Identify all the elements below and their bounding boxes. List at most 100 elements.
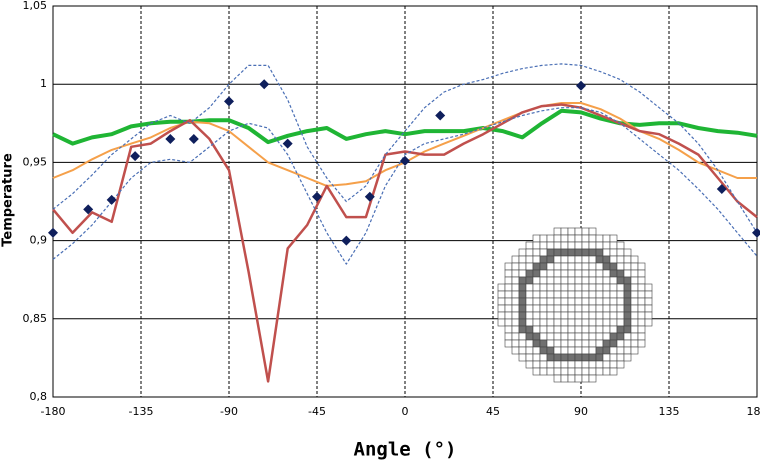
inset-cell (560, 248, 569, 257)
inset-cell (567, 374, 576, 383)
inset-cell (560, 283, 569, 292)
inset-cell (497, 318, 506, 327)
inset-cell (511, 269, 520, 278)
inset-cell (602, 367, 611, 376)
x-axis-label: Angle (°) (354, 439, 457, 461)
inset-cell (532, 332, 541, 341)
inset-cell (609, 234, 618, 243)
inset-cell (637, 304, 646, 313)
inset-cell (609, 332, 618, 341)
inset-cell (546, 234, 555, 243)
inset-cell (553, 339, 562, 348)
inset-cell (560, 353, 569, 362)
inset-cell (546, 353, 555, 362)
inset-cell (602, 339, 611, 348)
inset-cell (504, 269, 513, 278)
inset-cell (581, 283, 590, 292)
x-tick-label: 0 (402, 405, 409, 418)
inset-cell (511, 346, 520, 355)
inset-cell (581, 374, 590, 383)
y-tick-label: 1,05 (23, 0, 48, 12)
inset-cell (637, 297, 646, 306)
inset-cell (525, 248, 534, 257)
x-tick-label: 45 (486, 405, 500, 418)
inset-cell (532, 255, 541, 264)
inset-cell (588, 374, 597, 383)
inset-cell (630, 311, 639, 320)
scatter-point (259, 79, 270, 90)
inset-cell (630, 325, 639, 334)
inset-cell (553, 304, 562, 313)
inset-cell (511, 304, 520, 313)
inset-cell (609, 283, 618, 292)
inset-cell (539, 353, 548, 362)
inset-cell (609, 367, 618, 376)
inset-cell (518, 290, 527, 299)
inset-cell (574, 304, 583, 313)
inset-cell (504, 311, 513, 320)
inset-cell (497, 311, 506, 320)
inset-cell (616, 276, 625, 285)
inset-cell (588, 255, 597, 264)
inset-cell (637, 269, 646, 278)
inset-cell (567, 360, 576, 369)
inset-cell (525, 276, 534, 285)
inset-cell (574, 325, 583, 334)
inset-cell (588, 325, 597, 334)
inset-cell (602, 346, 611, 355)
inset-cell (567, 339, 576, 348)
inset-cell (623, 283, 632, 292)
inset-cell (567, 262, 576, 271)
inset-cell (553, 262, 562, 271)
inset-cell (560, 325, 569, 334)
y-tick-label: 0,85 (23, 312, 48, 325)
inset-cell (511, 290, 520, 299)
inset-cell (623, 353, 632, 362)
inset-cell (553, 241, 562, 250)
inset-cell (532, 234, 541, 243)
inset-cell (574, 367, 583, 376)
inset-cell (602, 332, 611, 341)
inset-cell (616, 318, 625, 327)
inset-cell (511, 332, 520, 341)
inset-cell (595, 262, 604, 271)
inset-image (497, 227, 653, 383)
inset-cell (567, 234, 576, 243)
inset-cell (574, 360, 583, 369)
inset-cell (595, 241, 604, 250)
inset-cell (518, 311, 527, 320)
inset-cell (588, 304, 597, 313)
inset-cell (588, 367, 597, 376)
scatter-point (165, 133, 176, 144)
inset-cell (574, 332, 583, 341)
x-tick-label: 180 (747, 405, 760, 418)
inset-cell (637, 332, 646, 341)
inset-cell (588, 339, 597, 348)
inset-cell (532, 346, 541, 355)
inset-cell (581, 276, 590, 285)
inset-cell (588, 346, 597, 355)
inset-cell (525, 283, 534, 292)
inset-cell (539, 367, 548, 376)
inset-cell (553, 367, 562, 376)
inset-cell (602, 353, 611, 362)
inset-cell (609, 241, 618, 250)
inset-cell (546, 367, 555, 376)
inset-cell (616, 290, 625, 299)
inset-cell (588, 353, 597, 362)
inset-cell (644, 304, 653, 313)
inset-cell (581, 367, 590, 376)
inset-cell (609, 318, 618, 327)
inset-cell (623, 276, 632, 285)
inset-cell (525, 311, 534, 320)
inset-cell (581, 304, 590, 313)
inset-cell (567, 227, 576, 236)
inset-cell (511, 311, 520, 320)
inset-cell (588, 297, 597, 306)
inset-cell (518, 262, 527, 271)
inset-cell (616, 311, 625, 320)
inset-cell (560, 332, 569, 341)
scatter-point (435, 110, 446, 121)
inset-cell (574, 353, 583, 362)
inset-cell (595, 276, 604, 285)
